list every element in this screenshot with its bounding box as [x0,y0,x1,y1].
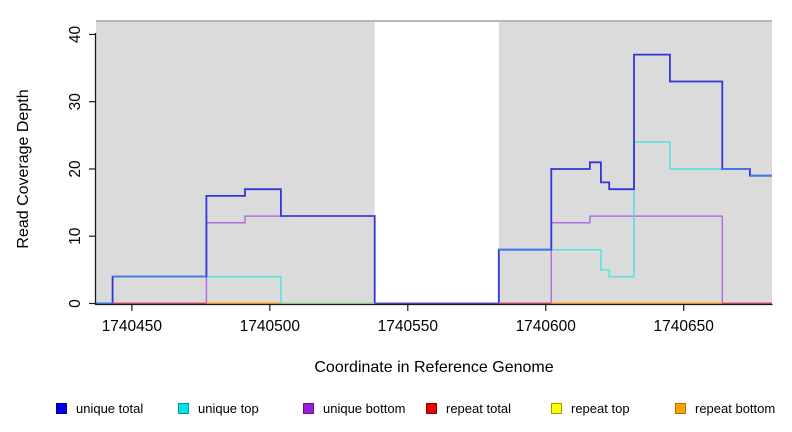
legend-item-repeat-top: repeat top [551,400,630,416]
legend-item-repeat-total: repeat total [426,400,511,416]
legend-label-unique-total: unique total [76,400,144,416]
legend-swatch-repeat-top [551,402,562,414]
legend-label-unique-bottom: unique bottom [323,400,406,416]
legend-item-repeat-bottom: repeat bottom [675,400,775,416]
x-tick-label: 1740500 [240,318,301,335]
series-unique-total-line [96,53,772,305]
legend-swatch-unique-total [56,402,67,414]
y-tick-label: 20 [67,160,84,178]
masked-region-bands [96,21,772,305]
legend-label-repeat-top: repeat top [571,400,630,416]
y-tick-label: 0 [67,299,84,308]
masked-region [498,21,772,305]
axis-lines [94,33,773,306]
x-tick-label: 1740600 [516,318,577,335]
legend-label-repeat-bottom: repeat bottom [695,400,776,416]
legend-swatch-repeat-total [426,402,437,414]
axis-ticks: 1740450 1740500 1740550 1740600 1740650 0 10 20… [67,25,714,335]
y-tick-label: 10 [67,227,84,245]
legend: unique total unique top unique bottom repea… [0,400,792,420]
masked-region [96,21,375,305]
y-tick-label: 30 [67,93,84,111]
y-tick-label: 40 [67,25,84,43]
x-axis-title: Coordinate in Reference Genome [314,359,553,376]
overlap-segments [96,168,772,305]
legend-swatch-unique-top [178,402,189,414]
legend-item-unique-total: unique total [56,400,143,416]
y-axis-title: Read Coverage Depth [15,89,32,248]
legend-swatch-unique-bottom [303,402,314,414]
legend-swatch-repeat-bottom [675,402,686,414]
legend-label-repeat-total: repeat total [446,400,512,416]
legend-item-unique-bottom: unique bottom [303,400,405,416]
legend-label-unique-top: unique top [198,400,259,416]
legend-item-unique-top: unique top [178,400,259,416]
axes [94,33,773,306]
x-tick-label: 1740550 [378,318,439,335]
x-tick-label: 1740650 [654,318,715,335]
series-unique-top-line [96,141,772,305]
x-tick-label: 1740450 [102,318,163,335]
